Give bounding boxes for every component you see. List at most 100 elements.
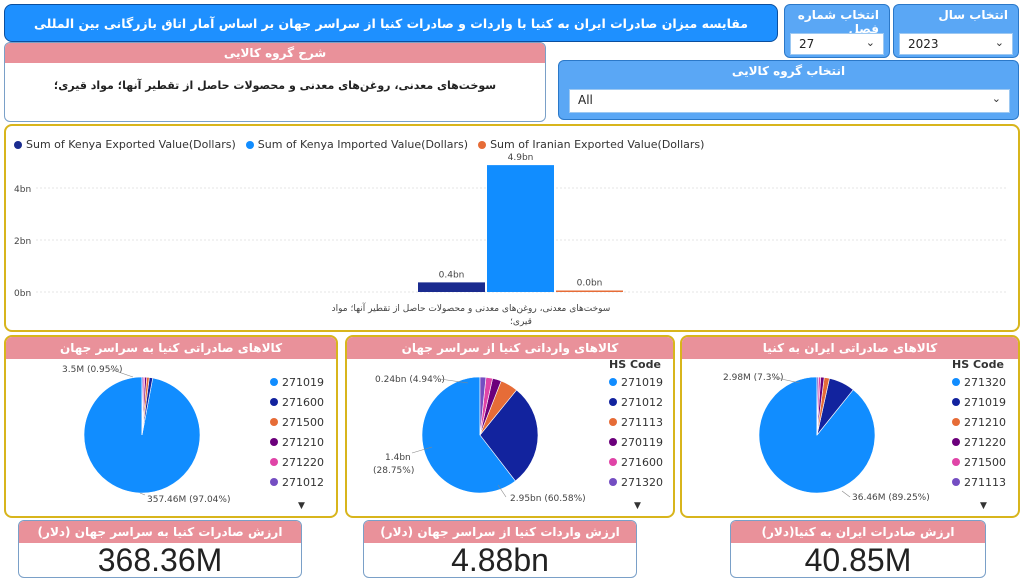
- bar-data-label: 0.4bn: [439, 270, 465, 280]
- legend-dot: [609, 378, 617, 386]
- legend-dot: [609, 438, 617, 446]
- legend-item-271012[interactable]: 271012: [609, 392, 675, 412]
- legend-item-271210[interactable]: 271210: [952, 412, 1018, 432]
- legend-label: 271113: [964, 475, 1006, 489]
- page-title: مقایسه میزان صادرات ایران به کنیا با وار…: [4, 4, 778, 42]
- page-title-text: مقایسه میزان صادرات ایران به کنیا با وار…: [33, 15, 749, 31]
- legend-scroll-down-icon[interactable]: ▼: [634, 501, 641, 511]
- legend-dot: [952, 398, 960, 406]
- pie-data-label: 3.5M (0.95%): [62, 365, 123, 375]
- legend-item-271210[interactable]: 271210: [270, 432, 336, 452]
- legend-dot: [270, 478, 278, 486]
- legend-dot: [952, 478, 960, 486]
- legend-dot: [609, 478, 617, 486]
- chevron-down-icon[interactable]: ⌄: [865, 36, 875, 49]
- pie-legend-title: HS Code: [952, 358, 1004, 371]
- pie-slice[interactable]: [141, 376, 144, 436]
- pie-slice[interactable]: [479, 376, 487, 436]
- pie-data-label: 0.24bn (4.94%): [375, 375, 445, 385]
- legend-dot-orange: [478, 140, 487, 149]
- legend-label: Sum of Kenya Exported Value(Dollars): [26, 138, 236, 151]
- y-tick-label: 2bn: [14, 237, 31, 247]
- legend-item-271600[interactable]: 271600: [609, 452, 675, 472]
- bar[interactable]: [487, 165, 554, 292]
- pie-data-label: 1.4bn: [385, 453, 411, 463]
- legend-item-271019[interactable]: 271019: [952, 392, 1018, 412]
- kpi-title: ارزش واردات کنیا از سراسر جهان (دلار): [364, 521, 636, 543]
- pie-data-label: (28.75%): [373, 466, 414, 476]
- legend-dot: [952, 418, 960, 426]
- pie-title: کالاهای صادراتی کنیا به سراسر جهان: [6, 337, 336, 359]
- chevron-down-icon[interactable]: ⌄: [994, 36, 1004, 49]
- pie-title: کالاهای صادراتی ایران به کنیا: [682, 337, 1018, 359]
- legend-scroll-down-icon[interactable]: ▼: [980, 501, 987, 511]
- pie-slice[interactable]: [816, 376, 819, 436]
- bar[interactable]: [556, 290, 623, 293]
- leader-line: [841, 490, 851, 498]
- year-slicer[interactable]: انتخاب سال 2023 ⌄: [893, 4, 1019, 58]
- legend-dot: [952, 438, 960, 446]
- pie-legend-1: HS Code 271019 271012 271113 270119 271600 27…: [609, 358, 675, 492]
- pie-slice[interactable]: [421, 376, 516, 494]
- chevron-down-icon[interactable]: ⌄: [991, 92, 1001, 105]
- group-slicer[interactable]: انتخاب گروه کالایی All ⌄: [558, 60, 1019, 120]
- kpi-value: 4.88bn: [451, 542, 549, 578]
- legend-scroll-down-icon[interactable]: ▼: [298, 501, 305, 511]
- legend-label: 271320: [621, 475, 663, 489]
- legend-item-kenya-imported[interactable]: Sum of Kenya Imported Value(Dollars): [245, 138, 469, 151]
- pie-data-label: 2.95bn (60.58%): [510, 494, 586, 504]
- y-tick-label: 4bn: [14, 185, 31, 195]
- kpi-card-kenya-imports: ارزش واردات کنیا از سراسر جهان (دلار) 4.…: [363, 520, 637, 578]
- legend-item-271113[interactable]: 271113: [952, 472, 1018, 492]
- leader-line: [139, 492, 146, 496]
- legend-item-271019[interactable]: 271019: [609, 372, 675, 392]
- legend-item-271113[interactable]: 271113: [609, 412, 675, 432]
- pie-legend-2: HS Code 271320 271019 271210 271220 271500 27…: [952, 358, 1018, 492]
- chapter-slicer-dropdown[interactable]: 27 ⌄: [790, 33, 884, 55]
- legend-label: 271220: [282, 455, 324, 469]
- group-description-text: سوخت‌های معدنی، روغن‌های معدنی و محصولات…: [53, 79, 497, 92]
- pie-data-label: 2.98M (7.3%): [723, 373, 784, 383]
- kpi-value: 368.36M: [97, 542, 223, 578]
- legend-dot-dark-blue: [14, 140, 22, 149]
- pie-legend-title: HS Code: [609, 358, 661, 371]
- legend-item-271220[interactable]: 271220: [270, 452, 336, 472]
- group-slicer-label: انتخاب گروه کالایی: [731, 64, 846, 78]
- chapter-slicer-value: 27: [799, 37, 815, 51]
- bar-data-label: 0.0bn: [577, 279, 603, 289]
- chapter-slicer-label: انتخاب شماره فصل: [797, 8, 879, 36]
- bar-legend: Sum of Kenya Exported Value(Dollars) Sum…: [14, 138, 704, 151]
- pie-data-label: 357.46M (97.04%): [147, 495, 230, 505]
- legend-item-271500[interactable]: 271500: [952, 452, 1018, 472]
- chapter-slicer[interactable]: انتخاب شماره فصل 27 ⌄: [784, 4, 890, 58]
- pie-title: کالاهای وارداتی کنیا از سراسر جهان: [347, 337, 673, 359]
- legend-item-271600[interactable]: 271600: [270, 392, 336, 412]
- group-slicer-dropdown[interactable]: All ⌄: [569, 89, 1010, 113]
- legend-item-271500[interactable]: 271500: [270, 412, 336, 432]
- legend-label: 271012: [282, 475, 324, 489]
- legend-label: 271210: [964, 415, 1006, 429]
- legend-item-kenya-exported[interactable]: Sum of Kenya Exported Value(Dollars): [14, 138, 236, 151]
- legend-item-271320[interactable]: 271320: [952, 372, 1018, 392]
- legend-item-270119[interactable]: 270119: [609, 432, 675, 452]
- legend-dot: [270, 378, 278, 386]
- bar[interactable]: [418, 282, 485, 292]
- legend-dot: [270, 418, 278, 426]
- leader-line: [109, 368, 134, 378]
- legend-dot: [609, 418, 617, 426]
- leader-line: [771, 376, 801, 384]
- legend-item-271012[interactable]: 271012: [270, 472, 336, 492]
- year-slicer-value: 2023: [908, 37, 939, 51]
- legend-label: 271500: [282, 415, 324, 429]
- kpi-card-iran-exports: ارزش صادرات ایران به کنیا(دلار) 40.85M: [730, 520, 986, 578]
- year-slicer-dropdown[interactable]: 2023 ⌄: [899, 33, 1013, 55]
- legend-item-271320[interactable]: 271320: [609, 472, 675, 492]
- pie-slice[interactable]: [479, 389, 539, 482]
- legend-item-271220[interactable]: 271220: [952, 432, 1018, 452]
- pie-charts: 3.5M (0.95%) 357.46M (97.04%) 0.24bn (4.94…: [62, 365, 930, 505]
- kpi-title: ارزش صادرات کنیا به سراسر جهان (دلار): [19, 521, 301, 543]
- legend-item-271019[interactable]: 271019: [270, 372, 336, 392]
- legend-item-iran-exported[interactable]: Sum of Iranian Exported Value(Dollars): [478, 138, 704, 151]
- legend-dot: [952, 458, 960, 466]
- legend-label: Sum of Kenya Imported Value(Dollars): [257, 138, 469, 151]
